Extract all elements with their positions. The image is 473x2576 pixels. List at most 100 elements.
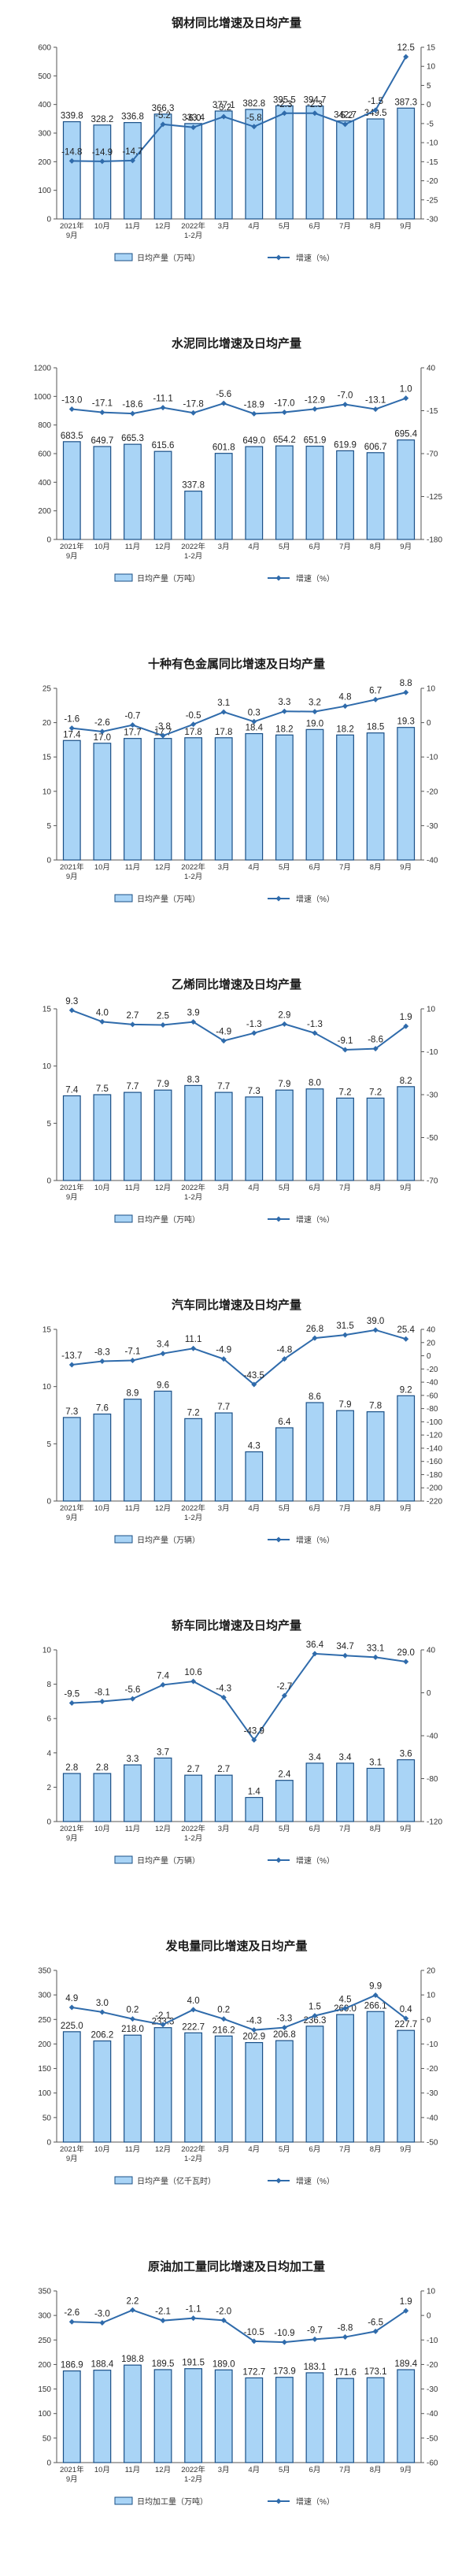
right-tick-label: -30: [427, 1092, 438, 1100]
right-tick-label: 10: [427, 1992, 436, 2000]
bar-value-label: 7.3: [65, 1407, 78, 1417]
growth-point: [342, 1047, 349, 1053]
right-tick-label: -20: [427, 788, 438, 796]
right-tick-label: -180: [427, 536, 442, 545]
bar: [124, 2034, 142, 2143]
growth-point: [220, 113, 227, 120]
bar: [153, 1089, 172, 1181]
legend-bar-swatch: [114, 1214, 133, 1223]
left-tick-label: 500: [38, 72, 51, 81]
category-label: 2022年: [181, 1824, 205, 1833]
chart-svg: 钢材同比增速及日均产量 0 100 200 300 400 500 600 15 10 5 0 -5 -1…: [38, 16, 438, 263]
left-tick-label: 0: [46, 1498, 51, 1507]
left-tick-label: 0: [46, 857, 51, 865]
growth-point: [312, 2013, 318, 2019]
left-tick-label: 250: [38, 2016, 51, 2025]
bar: [153, 450, 172, 540]
bar-value-label: 387.3: [394, 98, 417, 107]
left-tick-label: 600: [38, 450, 51, 459]
bar-value-label: 17.7: [124, 728, 141, 738]
category-label: 9月: [66, 2475, 78, 2484]
right-tick-label: -40: [427, 2114, 438, 2122]
bar: [397, 1395, 416, 1502]
growth-value-label: -4.8: [276, 1346, 292, 1355]
right-tick-label: 40: [427, 1647, 436, 1655]
bar-value-label: 2.8: [96, 1763, 109, 1773]
growth-value-label: -43.9: [244, 1726, 264, 1736]
category-label: 2022年: [181, 542, 205, 551]
category-label: 3月: [218, 2145, 230, 2154]
right-tick-label: -160: [427, 1458, 442, 1466]
growth-point: [68, 1362, 75, 1368]
growth-value-label: 4.5: [339, 1995, 352, 2004]
growth-point: [99, 1358, 105, 1364]
bar: [124, 443, 142, 540]
growth-value-label: 0.4: [400, 2005, 413, 2014]
growth-point: [372, 1046, 379, 1052]
bar: [366, 118, 385, 220]
bar: [214, 1774, 233, 1822]
growth-point: [403, 1023, 409, 1029]
right-tick-label: 40: [427, 365, 436, 373]
growth-line: [72, 56, 407, 162]
category-label: 1-2月: [184, 1514, 202, 1522]
bar: [305, 445, 324, 540]
category-label: 12月: [155, 863, 171, 872]
growth-point: [129, 722, 135, 728]
growth-value-label: -13.0: [61, 396, 82, 406]
bar-value-label: 19.3: [397, 717, 415, 727]
bar-value-label: 266.1: [364, 2001, 387, 2011]
bar-value-label: 7.6: [96, 1404, 109, 1414]
bar: [62, 739, 81, 861]
growth-value-label: -43.5: [244, 1371, 264, 1381]
bar: [93, 743, 112, 861]
growth-point: [160, 405, 166, 411]
category-label: 1-2月: [184, 1834, 202, 1843]
right-tick-label: 20: [427, 1339, 436, 1347]
growth-point: [68, 2318, 75, 2325]
growth-point: [403, 1659, 409, 1665]
category-label: 6月: [309, 1825, 321, 1833]
growth-point: [68, 1699, 75, 1706]
bar: [214, 453, 233, 540]
growth-value-label: -17.8: [183, 399, 204, 409]
bar: [93, 2040, 112, 2143]
legend-line-label: 增速（%）: [296, 1535, 334, 1545]
growth-point: [281, 708, 287, 714]
bar-value-label: 173.9: [273, 2367, 296, 2377]
growth-point: [312, 1335, 318, 1341]
bar-value-label: 395.5: [273, 95, 296, 105]
growth-point: [129, 1696, 135, 1702]
bar-value-label: 342.7: [334, 110, 357, 120]
category-label: 3月: [218, 543, 230, 551]
bar-value-label: 18.2: [275, 725, 293, 734]
left-tick-label: 400: [38, 479, 51, 487]
bar-value-label: 649.0: [242, 436, 265, 446]
left-tick-label: 10: [42, 1647, 52, 1655]
bar: [214, 2369, 233, 2463]
growth-point: [251, 1381, 257, 1388]
category-label: 11月: [125, 2466, 140, 2474]
bar: [62, 120, 81, 220]
right-tick-label: -120: [427, 1818, 442, 1827]
bar: [366, 2377, 385, 2463]
category-label: 11月: [125, 1504, 140, 1513]
legend-line-marker: [275, 1857, 282, 1863]
growth-point: [372, 1992, 379, 1998]
growth-point: [342, 1652, 349, 1659]
bar: [305, 1088, 324, 1181]
chart-svg: 汽车同比增速及日均产量 0 5 10 15 40 20 0 -20 -40 -60 -80 -100 -1…: [42, 1298, 443, 1545]
growth-value-label: 4.8: [339, 693, 352, 702]
growth-value-label: -7.1: [125, 1347, 141, 1356]
growth-value-label: -9.7: [307, 2326, 323, 2335]
category-label: 10月: [94, 1504, 110, 1513]
bar: [366, 452, 385, 540]
category-label: 11月: [125, 222, 140, 231]
growth-value-label: 3.2: [309, 699, 321, 708]
right-tick-label: -20: [427, 177, 438, 186]
category-label: 7月: [339, 1184, 351, 1192]
bar: [336, 734, 354, 861]
bar-value-label: 2.8: [65, 1763, 78, 1773]
category-label: 4月: [248, 863, 260, 872]
category-label: 12月: [155, 1504, 171, 1513]
